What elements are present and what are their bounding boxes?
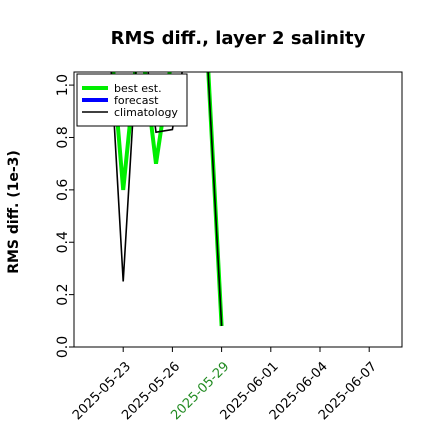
legend-label: best est.	[114, 82, 162, 95]
y-tick-label: 0.8	[55, 126, 71, 148]
plot-frame	[73, 71, 403, 348]
series-line-climatology	[110, 72, 223, 327]
chart-title: RMS diff., layer 2 salinity	[111, 28, 366, 49]
y-tick-label: 1.0	[55, 74, 71, 96]
y-tick-label: 0.4	[55, 231, 71, 253]
y-tick-label: 0.6	[55, 179, 71, 201]
legend-label: forecast	[114, 94, 159, 107]
y-axis-label: RMS diff. (1e-3)	[6, 150, 22, 274]
y-tick-label: 0.0	[55, 336, 71, 358]
legend-label: climatology	[114, 106, 178, 119]
y-tick-label: 0.2	[55, 283, 71, 305]
